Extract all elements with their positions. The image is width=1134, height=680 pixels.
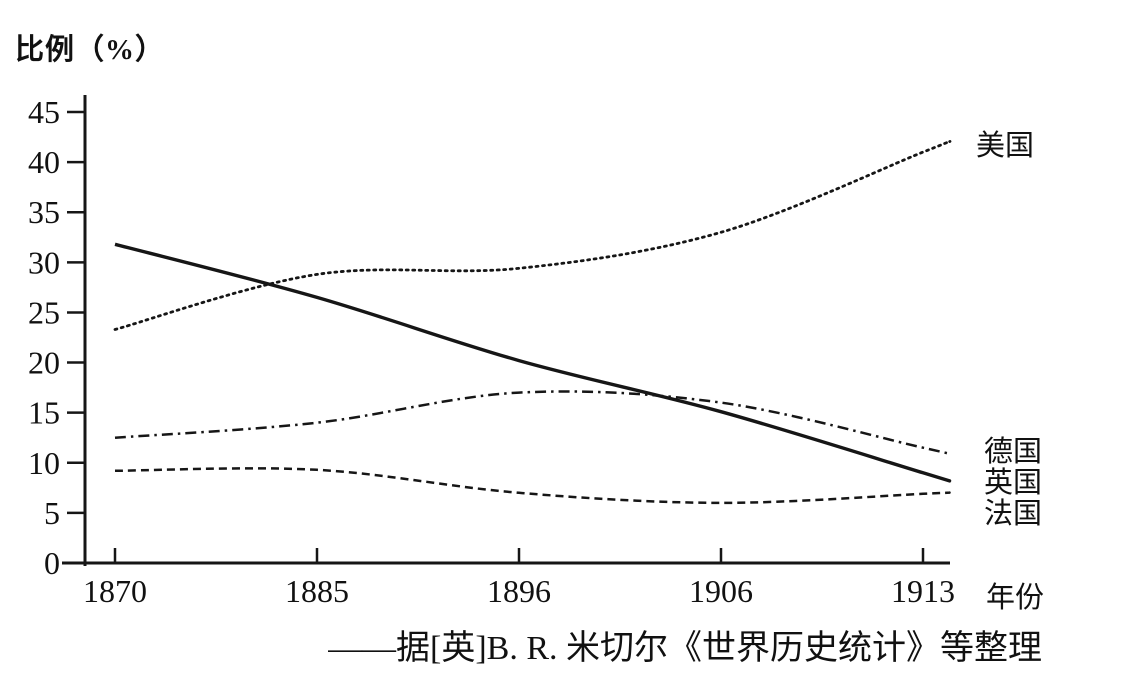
x-tick-label: 1885 — [285, 573, 349, 609]
y-tick-label: 15 — [28, 395, 60, 431]
series-label-germany: 德国 — [984, 436, 1043, 468]
y-tick-label: 35 — [28, 194, 60, 230]
series-label-usa: 美国 — [976, 130, 1035, 162]
x-tick-label: 1906 — [689, 573, 753, 609]
y-tick-label: 25 — [28, 294, 60, 330]
x-tick-label: 1913 — [891, 573, 955, 609]
y-tick-label: 40 — [28, 144, 60, 180]
x-tick-label: 1896 — [487, 573, 551, 609]
y-tick-label: 0 — [44, 545, 60, 581]
x-tick-label: 1870 — [83, 573, 147, 609]
y-tick-label: 45 — [28, 94, 60, 130]
y-tick-label: 20 — [28, 345, 60, 381]
y-axis-title: 比例（%） — [15, 34, 166, 66]
series-line-2 — [114, 390, 951, 456]
series-label-uk: 英国 — [984, 467, 1043, 499]
series-line-1 — [114, 242, 952, 483]
series-line-3 — [114, 467, 951, 505]
y-tick-label: 10 — [28, 445, 60, 481]
source-caption: ——据[英]B. R. 米切尔《世界历史统计》等整理 — [328, 630, 1042, 667]
y-tick-label: 5 — [44, 495, 60, 531]
x-axis-title: 年份 — [986, 582, 1045, 614]
series-line-0 — [113, 140, 952, 331]
y-tick-label: 30 — [28, 244, 60, 280]
series-label-france: 法国 — [984, 498, 1043, 530]
